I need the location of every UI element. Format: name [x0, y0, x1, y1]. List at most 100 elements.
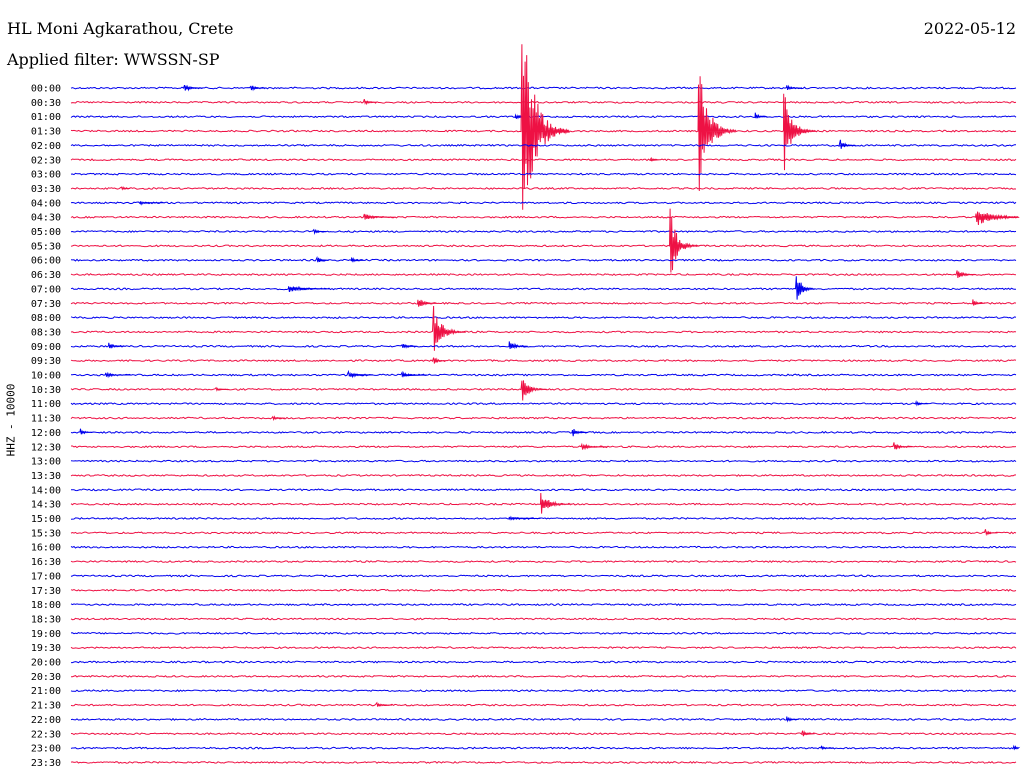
- time-tick-label: 03:00: [31, 170, 61, 181]
- time-tick-label: 05:00: [31, 227, 61, 238]
- trace-line-2300: [70, 744, 1021, 751]
- time-tick-label: 09:30: [31, 356, 61, 367]
- trace-line-1730: [70, 588, 1017, 592]
- trace-line-0730: [70, 299, 1017, 307]
- time-tick-label: 17:30: [31, 586, 61, 597]
- trace-line-0200: [70, 139, 1016, 149]
- time-tick-label: 01:30: [31, 127, 61, 138]
- trace-line-1430: [70, 492, 1017, 514]
- time-tick-label: 19:00: [31, 629, 61, 640]
- trace-line-0130: [70, 44, 1017, 210]
- trace-line-1130: [70, 415, 1017, 422]
- time-tick-label: 21:30: [31, 701, 61, 712]
- time-tick-label: 01:00: [31, 112, 61, 123]
- trace-line-1930: [70, 646, 1017, 650]
- time-tick-label: 23:00: [31, 744, 61, 755]
- time-tick-label: 10:30: [31, 385, 61, 396]
- time-tick-label: 10:00: [31, 371, 61, 382]
- time-tick-label: 11:00: [31, 399, 61, 410]
- time-tick-label: 07:00: [31, 284, 61, 295]
- trace-line-1900: [70, 631, 1017, 635]
- trace-line-2030: [70, 674, 1017, 678]
- trace-line-0530: [70, 208, 1017, 273]
- time-tick-label: 05:30: [31, 241, 61, 252]
- time-tick-label: 04:30: [31, 213, 61, 224]
- trace-line-0830: [70, 305, 1017, 351]
- trace-line-1230: [71, 442, 1017, 451]
- time-tick-label: 00:30: [31, 98, 61, 109]
- time-tick-label: 22:30: [31, 729, 61, 740]
- trace-line-1600: [70, 545, 1017, 549]
- trace-line-2130: [70, 701, 1017, 707]
- trace-line-1530: [70, 529, 1017, 537]
- time-tick-label: 13:00: [31, 457, 61, 468]
- trace-line-1700: [70, 574, 1017, 578]
- time-tick-label: 16:30: [31, 557, 61, 568]
- time-tick-label: 18:00: [31, 600, 61, 611]
- trace-line-2330: [70, 761, 1017, 764]
- trace-line-2100: [70, 689, 1017, 693]
- time-tick-label: 07:30: [31, 299, 61, 310]
- time-tick-label: 15:00: [31, 514, 61, 525]
- time-tick-label: 20:00: [31, 658, 61, 669]
- time-tick-label: 17:00: [31, 571, 61, 582]
- trace-line-0100: [70, 112, 1017, 120]
- time-tick-label: 13:30: [31, 471, 61, 482]
- trace-line-1300: [70, 459, 1017, 463]
- time-tick-label: 04:00: [31, 198, 61, 209]
- trace-line-1200: [70, 428, 1017, 437]
- trace-line-0030: [70, 98, 1017, 106]
- trace-line-2000: [71, 660, 1017, 664]
- time-tick-label: 08:00: [31, 313, 61, 324]
- time-tick-label: 03:30: [31, 184, 61, 195]
- trace-line-0400: [70, 200, 1017, 206]
- time-tick-label: 02:00: [31, 141, 61, 152]
- time-tick-labels: 00:00 00:30 01:00 01:30 02:00 02:30 03:00 03:30…: [31, 84, 61, 769]
- time-tick-label: 21:00: [31, 686, 61, 697]
- trace-line-0430: [70, 211, 1020, 226]
- trace-line-1400: [71, 488, 1017, 492]
- time-tick-label: 12:30: [31, 442, 61, 453]
- plot-date: 2022-05-12: [923, 19, 1016, 38]
- trace-line-0700: [70, 276, 1016, 300]
- trace-line-1500: [70, 515, 1017, 521]
- trace-line-0800: [70, 316, 1017, 320]
- trace-line-0930: [70, 357, 1017, 364]
- trace-line-0500: [70, 228, 1017, 236]
- trace-line-1000: [71, 369, 1017, 379]
- trace-line-0330: [70, 185, 1017, 191]
- time-tick-label: 18:30: [31, 614, 61, 625]
- time-tick-label: 12:00: [31, 428, 61, 439]
- time-tick-label: 11:30: [31, 414, 61, 425]
- trace-line-2230: [70, 730, 1017, 737]
- time-tick-label: 14:00: [31, 485, 61, 496]
- trace-line-2200: [70, 716, 1017, 723]
- time-tick-label: 00:00: [31, 84, 61, 95]
- time-tick-label: 06:30: [31, 270, 61, 281]
- trace-line-1630: [70, 560, 1017, 563]
- trace-line-0900: [70, 341, 1017, 350]
- trace-line-0600: [70, 255, 1017, 263]
- time-tick-label: 09:00: [31, 342, 61, 353]
- trace-line-0300: [70, 172, 1017, 176]
- time-tick-label: 08:30: [31, 327, 61, 338]
- station-title: HL Moni Agkarathou, Crete: [7, 19, 234, 38]
- trace-line-1330: [70, 473, 1017, 477]
- trace-line-1800: [70, 603, 1017, 607]
- trace-line-1830: [70, 617, 1016, 621]
- trace-lines: [70, 44, 1021, 764]
- trace-line-0230: [70, 156, 1017, 162]
- time-tick-label: 06:00: [31, 256, 61, 267]
- time-tick-label: 19:30: [31, 643, 61, 654]
- time-tick-label: 22:00: [31, 715, 61, 726]
- time-tick-label: 15:30: [31, 528, 61, 539]
- time-tick-label: 23:30: [31, 758, 61, 769]
- time-tick-label: 14:30: [31, 500, 61, 511]
- trace-line-1030: [70, 380, 1017, 401]
- time-tick-label: 16:00: [31, 543, 61, 554]
- filter-label: Applied filter: WWSSN-SP: [7, 50, 220, 69]
- time-tick-label: 02:30: [31, 155, 61, 166]
- time-tick-label: 20:30: [31, 672, 61, 683]
- trace-line-0000: [70, 84, 1017, 92]
